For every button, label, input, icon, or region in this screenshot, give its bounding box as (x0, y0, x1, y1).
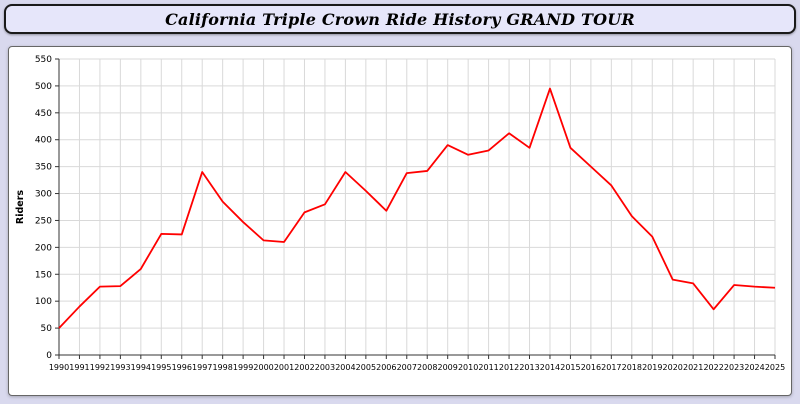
x-tick-label: 2009 (438, 363, 458, 372)
y-tick-label: 400 (35, 136, 52, 146)
y-tick-label: 300 (35, 190, 52, 200)
chart-title: California Triple Crown Ride History GRA… (165, 9, 635, 29)
x-tick-label: 1991 (69, 363, 89, 372)
x-tick-label: 1999 (233, 363, 253, 372)
x-tick-label: 1997 (192, 363, 212, 372)
x-tick-label: 2003 (315, 363, 335, 372)
x-tick-label: 2025 (765, 363, 785, 372)
y-tick-label: 550 (35, 55, 52, 65)
y-tick-label: 0 (46, 351, 52, 361)
x-tick-label: 2019 (642, 363, 662, 372)
x-tick-label: 2024 (744, 363, 764, 372)
x-tick-label: 1994 (131, 363, 151, 372)
riders-series-line (58, 87, 776, 329)
x-tick-label: 2000 (253, 363, 273, 372)
x-tick-label: 2010 (458, 363, 478, 372)
x-tick-label: 1990 (49, 363, 69, 372)
x-tick-label: 2021 (683, 363, 703, 372)
x-tick-label: 2005 (356, 363, 376, 372)
x-tick-label: 2018 (622, 363, 642, 372)
x-tick-label: 2011 (478, 363, 498, 372)
x-tick-label: 2016 (581, 363, 601, 372)
x-tick-label: 2002 (294, 363, 314, 372)
x-tick-label: 2014 (540, 363, 560, 372)
x-tick-label: 2006 (376, 363, 396, 372)
x-tick-label: 2001 (274, 363, 294, 372)
y-axis-title: Riders (15, 190, 26, 225)
x-tick-label: 2004 (335, 363, 355, 372)
x-tick-label: 1998 (212, 363, 232, 372)
x-tick-label: 2023 (724, 363, 744, 372)
x-tick-label: 2022 (703, 363, 723, 372)
chart-title-bar: California Triple Crown Ride History GRA… (4, 4, 796, 34)
x-tick-label: 2015 (560, 363, 580, 372)
x-tick-label: 2017 (601, 363, 621, 372)
y-tick-label: 150 (35, 270, 52, 280)
y-tick-label: 250 (35, 216, 52, 226)
x-tick-label: 2012 (499, 363, 519, 372)
x-tick-label: 1995 (151, 363, 171, 372)
x-tick-label: 2008 (417, 363, 437, 372)
x-tick-label: 2020 (663, 363, 683, 372)
x-tick-label: 1993 (110, 363, 130, 372)
y-tick-label: 50 (41, 324, 53, 334)
x-tick-label: 2013 (519, 363, 539, 372)
y-tick-label: 500 (35, 82, 52, 92)
x-tick-label: 1992 (90, 363, 110, 372)
y-tick-label: 100 (35, 297, 52, 307)
chart-panel: 0 50 100 150 200 250 300 350 400 450 500 550 1990 199… (8, 46, 792, 396)
x-tick-label: 2007 (397, 363, 417, 372)
y-tick-label: 200 (35, 243, 52, 253)
y-tick-label: 350 (35, 163, 52, 173)
y-tick-label: 450 (35, 109, 52, 119)
x-tick-label: 1996 (172, 363, 192, 372)
